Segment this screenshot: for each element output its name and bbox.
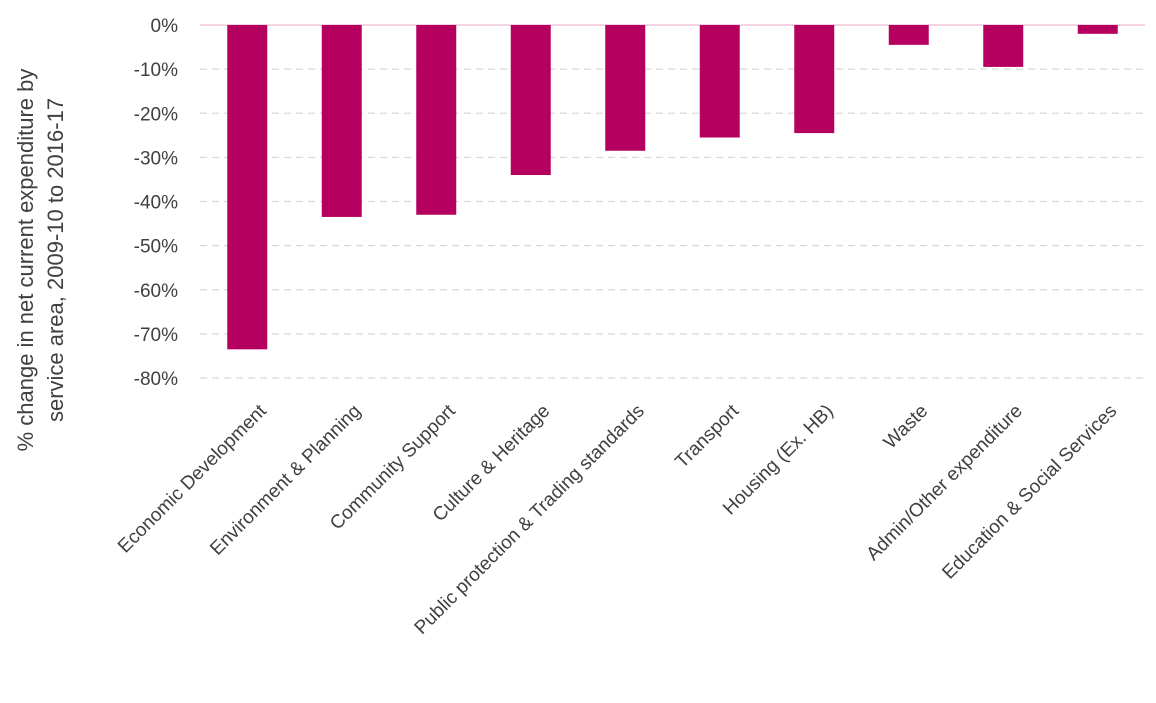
y-axis-title-line-1: % change in net current expenditure by xyxy=(13,69,38,452)
y-tick-label: -40% xyxy=(134,193,178,214)
y-tick-labels: 0% -10% -20% -30% -40% -50% -60% -70% -80% xyxy=(134,16,178,390)
y-tick-label: -30% xyxy=(134,148,178,169)
x-category-label: Waste xyxy=(880,401,932,453)
x-category-label: Environment & Planning xyxy=(206,401,365,560)
y-axis-title-line-2: service area, 2009-10 to 2016-17 xyxy=(43,98,68,422)
bar xyxy=(416,25,457,215)
bar xyxy=(510,25,551,176)
bar xyxy=(888,25,929,45)
y-tick-label: -80% xyxy=(134,369,178,390)
x-category-label: Transport xyxy=(671,400,743,472)
y-tick-label: -10% xyxy=(134,60,178,81)
x-category-label: Admin/Other expenditure xyxy=(863,401,1027,565)
y-tick-label: -50% xyxy=(134,237,178,258)
y-tick-label: -60% xyxy=(134,281,178,302)
bars xyxy=(227,25,1118,350)
x-category-label: Economic Development xyxy=(114,400,271,557)
bar xyxy=(605,25,646,151)
y-axis-title: % change in net current expenditure by s… xyxy=(13,69,68,452)
x-category-label: Education & Social Services xyxy=(938,401,1121,584)
bar xyxy=(983,25,1024,67)
bar xyxy=(1077,25,1118,34)
bar xyxy=(227,25,268,350)
bar xyxy=(794,25,835,134)
y-tick-label: -20% xyxy=(134,104,178,125)
bar xyxy=(699,25,740,138)
y-tick-label: 0% xyxy=(151,16,179,37)
y-tick-label: -70% xyxy=(134,325,178,346)
bar xyxy=(321,25,362,217)
